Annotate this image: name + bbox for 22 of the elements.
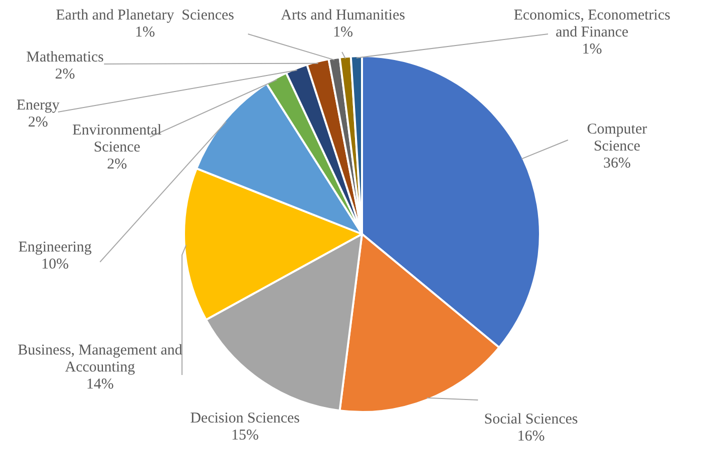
data-label: 15%: [231, 427, 259, 444]
data-label: 16%: [517, 428, 545, 444]
slice-label: Computer Science: [587, 121, 647, 154]
data-label: 1%: [135, 24, 155, 40]
data-label: 14%: [86, 376, 114, 392]
slice-label: Social Sciences: [484, 411, 578, 428]
data-label: 1%: [582, 41, 602, 58]
slice-label: Environmental Science: [72, 122, 162, 156]
slice-label: Business, Management and Accounting: [18, 342, 183, 376]
slice-label: Energy: [16, 97, 60, 114]
data-label: 2%: [107, 156, 127, 172]
data-label: 10%: [41, 256, 69, 272]
slice-label: Earth and Planetary Sciences: [56, 7, 234, 24]
slice-label: Engineering: [18, 239, 92, 256]
slice-label: Decision Sciences: [190, 410, 300, 426]
data-label: 36%: [603, 155, 631, 172]
data-label: 1%: [333, 24, 353, 40]
slice-label: Arts and Humanities: [280, 7, 406, 24]
slice-label: Economics, Econometrics and Finance: [514, 7, 670, 40]
data-label: 2%: [55, 66, 75, 82]
slice-label: Mathematics: [26, 49, 104, 66]
data-label: 2%: [28, 114, 48, 130]
